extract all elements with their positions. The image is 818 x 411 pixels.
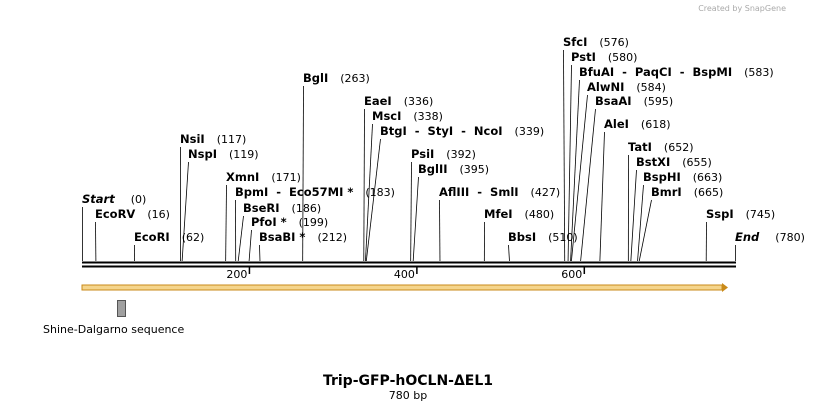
- site-line: [225, 184, 227, 262]
- site-position: (183): [365, 186, 395, 199]
- site-line: [248, 229, 252, 262]
- arrow-head: [722, 283, 728, 292]
- site-line: [599, 131, 605, 262]
- site-name: SfcI: [563, 35, 587, 49]
- site-name: TatI: [628, 140, 652, 154]
- site-position: (171): [271, 171, 301, 184]
- site-line: [410, 161, 412, 262]
- site-name: BspHI: [643, 170, 681, 184]
- site-line: [237, 215, 244, 262]
- site-name: BglI: [303, 71, 328, 85]
- site-name: SspI: [706, 207, 734, 221]
- length: 780 bp: [389, 389, 427, 402]
- site-line: [365, 123, 373, 262]
- site-name: AleI: [604, 117, 629, 131]
- site-line: [302, 85, 304, 262]
- site-position: (119): [229, 148, 259, 161]
- site-position: (336): [404, 95, 434, 108]
- site-line: [365, 138, 381, 262]
- tick-label: 400: [394, 268, 415, 281]
- site-position: (580): [608, 51, 638, 64]
- site-name: NsiI: [180, 132, 205, 146]
- site-position: (780): [775, 231, 805, 244]
- site-position: (392): [446, 148, 476, 161]
- site-position: (339): [515, 125, 545, 138]
- feature-box: [117, 300, 126, 317]
- site-name: End: [735, 230, 760, 244]
- credit: Created by SnapGene: [698, 4, 786, 13]
- site-line: [630, 169, 637, 262]
- site-name: PsiI: [411, 147, 434, 161]
- site-name: MscI: [372, 109, 401, 123]
- site-line: [571, 94, 588, 262]
- feature-label: Shine-Dalgarno sequence: [43, 323, 184, 336]
- site-position: (199): [299, 216, 329, 229]
- site-position: (395): [460, 163, 490, 176]
- site-position: (427): [531, 186, 561, 199]
- site-position: (263): [340, 72, 370, 85]
- site-name: MfeI: [484, 207, 513, 221]
- site-name: EcoRV: [95, 207, 135, 221]
- site-name: BfuAI - PaqCI - BspMI: [579, 65, 732, 79]
- site-name: AflIII - SmlI: [439, 185, 519, 199]
- site-name: BseRI: [243, 201, 280, 215]
- site-position: (745): [746, 208, 776, 221]
- site-position: (652): [664, 141, 694, 154]
- site-line: [363, 108, 365, 262]
- site-name: PfoI *: [251, 215, 287, 229]
- site-position: (16): [147, 208, 170, 221]
- site-name: EaeI: [364, 94, 392, 108]
- site-name: BpmI - Eco57MI *: [235, 185, 353, 199]
- site-line: [563, 49, 566, 262]
- site-position: (576): [599, 36, 629, 49]
- site-position: (655): [682, 156, 712, 169]
- site-name: BstXI: [636, 155, 670, 169]
- feature-arrow: [81, 284, 723, 291]
- site-position: (583): [744, 66, 774, 79]
- site-position: (117): [217, 133, 247, 146]
- site-line: [638, 199, 652, 262]
- site-name: AlwNI: [587, 80, 624, 94]
- site-position: (338): [413, 110, 443, 123]
- site-position: (186): [292, 202, 322, 215]
- site-line: [580, 108, 596, 262]
- site-name: XmnI: [226, 170, 259, 184]
- site-position: (618): [641, 118, 671, 131]
- site-position: (510): [548, 231, 578, 244]
- site-name: BmrI: [651, 185, 682, 199]
- site-line: [412, 176, 419, 262]
- site-position: (62): [182, 231, 205, 244]
- tick-label: 600: [561, 268, 582, 281]
- site-name: BsaBI *: [259, 230, 305, 244]
- site-line: [508, 244, 510, 262]
- site-name: BtgI - StyI - NcoI: [380, 124, 503, 138]
- site-position: (480): [525, 208, 555, 221]
- site-position: (584): [636, 81, 666, 94]
- site-line: [570, 79, 580, 262]
- site-line: [637, 184, 644, 262]
- site-name: PstI: [571, 50, 596, 64]
- site-position: (595): [644, 95, 674, 108]
- site-position: (0): [131, 193, 147, 206]
- title: Trip-GFP-hOCLN-ΔEL1: [323, 373, 493, 389]
- site-line: [567, 64, 572, 262]
- site-line: [181, 161, 189, 262]
- site-name: NspI: [188, 147, 217, 161]
- site-name: BbsI: [508, 230, 536, 244]
- site-position: (212): [317, 231, 347, 244]
- site-name: Start: [82, 192, 115, 206]
- site-position: (665): [694, 186, 724, 199]
- tick-label: 200: [226, 268, 247, 281]
- site-position: (663): [693, 171, 723, 184]
- site-name: BglII: [418, 162, 448, 176]
- site-name: BsaAI: [595, 94, 632, 108]
- site-name: EcoRI: [134, 230, 170, 244]
